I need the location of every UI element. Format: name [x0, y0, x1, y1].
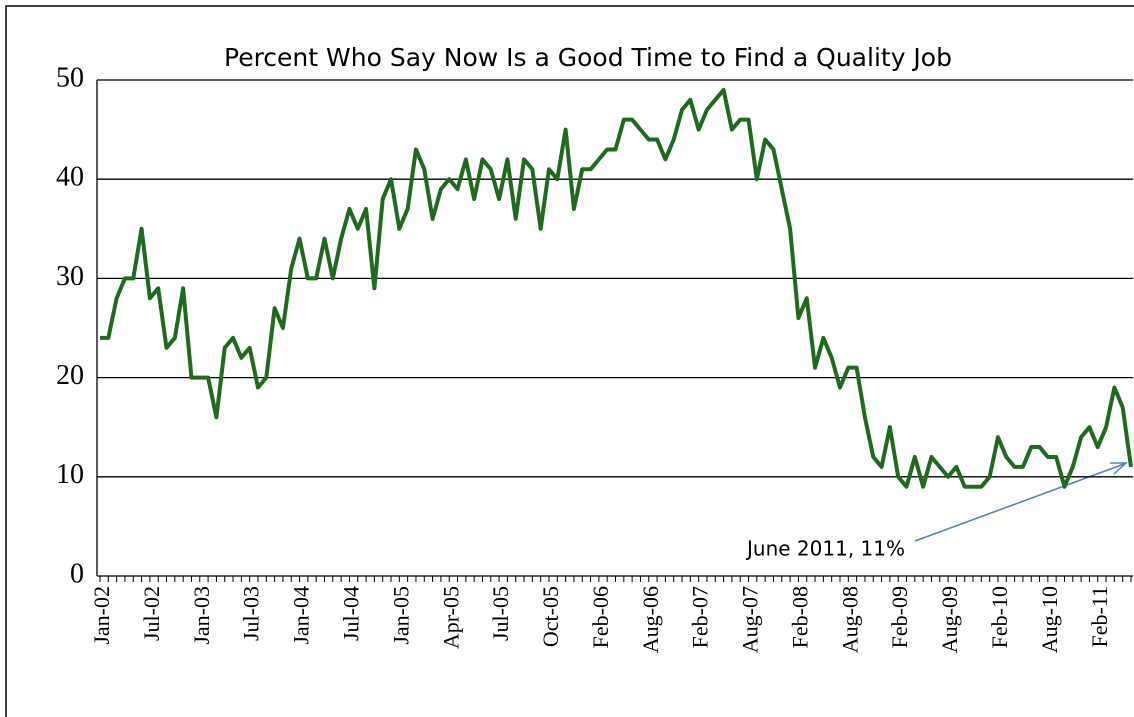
y-tick-label: 0	[70, 558, 84, 589]
x-tick-label: Aug-06	[638, 586, 663, 653]
x-tick-label: Jan-02	[89, 586, 114, 645]
y-tick-label: 40	[56, 162, 84, 193]
y-tick-label: 50	[56, 62, 84, 93]
x-tick-label: Jan-03	[189, 586, 214, 645]
x-tick-label: Aug-07	[738, 586, 763, 653]
x-tick-label: Feb-09	[887, 586, 912, 648]
annotation: June 2011, 11%	[745, 537, 905, 561]
x-tick-label: Aug-09	[937, 586, 962, 653]
data-line	[100, 87, 1133, 489]
x-tick-label: Jul-02	[139, 586, 164, 641]
y-tick-label: 30	[56, 261, 84, 292]
x-tick-label: Oct-05	[538, 586, 563, 647]
x-tick-label: Jul-03	[239, 586, 264, 641]
chart-title: Percent Who Say Now Is a Good Time to Fi…	[224, 43, 952, 72]
arrow-head	[1110, 462, 1128, 475]
x-tick-label: Feb-10	[987, 586, 1012, 648]
x-tick-label: Jan-04	[289, 586, 314, 645]
x-tick-label: Apr-05	[438, 586, 463, 649]
x-tick-label: Feb-11	[1087, 586, 1112, 648]
frame	[5, 5, 1134, 717]
y-tick-label: 20	[56, 360, 84, 391]
x-tick-label: Aug-10	[1037, 586, 1062, 653]
x-tick-label: Jul-04	[338, 586, 363, 641]
x-tick-label: Feb-08	[787, 586, 812, 648]
x-tick-label: Feb-06	[588, 586, 613, 648]
x-tick-label: Jan-05	[388, 586, 413, 645]
x-tick-label: Feb-07	[688, 586, 713, 648]
x-tick-label: Jul-05	[488, 586, 513, 641]
x-tick-label: Aug-08	[837, 586, 862, 653]
y-tick-label: 10	[56, 459, 84, 490]
